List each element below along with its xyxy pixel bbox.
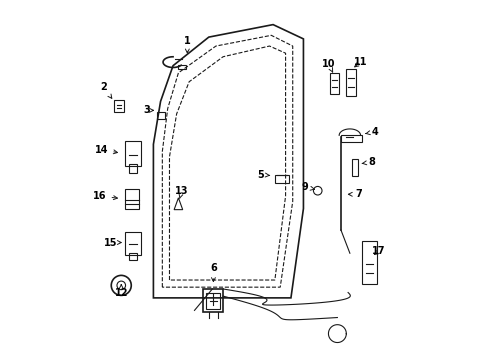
- Text: 10: 10: [321, 59, 334, 72]
- Bar: [129, 164, 137, 173]
- Text: 3: 3: [142, 105, 153, 115]
- Text: 13: 13: [175, 186, 188, 199]
- Bar: [157, 112, 164, 118]
- Bar: [129, 253, 137, 260]
- Bar: [114, 100, 124, 112]
- Bar: [178, 65, 186, 69]
- Text: 7: 7: [347, 189, 362, 199]
- Bar: [203, 289, 223, 312]
- Text: 4: 4: [365, 127, 378, 137]
- Text: 1: 1: [183, 36, 190, 53]
- Bar: [346, 69, 356, 96]
- Text: 12: 12: [114, 284, 128, 297]
- Bar: [362, 241, 376, 284]
- Text: 6: 6: [210, 263, 216, 282]
- Text: 16: 16: [93, 191, 117, 201]
- Bar: [124, 232, 141, 255]
- Bar: [274, 175, 288, 183]
- Text: 8: 8: [362, 157, 374, 167]
- Text: 2: 2: [100, 82, 112, 98]
- Text: 17: 17: [371, 247, 385, 256]
- Bar: [124, 189, 139, 208]
- Text: 14: 14: [95, 145, 117, 155]
- Text: 9: 9: [301, 182, 314, 192]
- Text: 15: 15: [103, 238, 121, 248]
- Text: 5: 5: [257, 170, 269, 180]
- Bar: [340, 135, 362, 142]
- Bar: [351, 158, 357, 176]
- Bar: [206, 293, 220, 309]
- Bar: [329, 73, 339, 94]
- Text: 11: 11: [353, 57, 366, 67]
- Bar: [124, 141, 141, 166]
